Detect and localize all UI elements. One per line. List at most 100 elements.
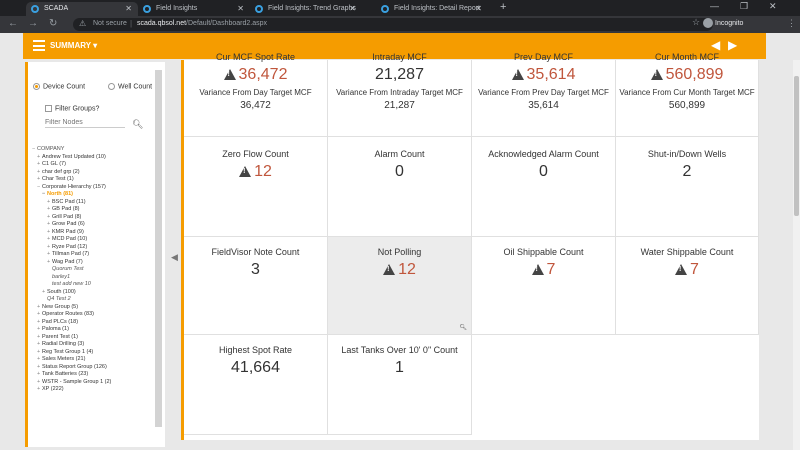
close-icon[interactable]: ✕ — [349, 4, 356, 13]
tile-last-tanks[interactable]: Last Tanks Over 10' 0" Count 1 — [328, 335, 472, 435]
expand-icon[interactable]: + — [37, 356, 41, 362]
bookmark-star-icon[interactable]: ☆ — [692, 17, 701, 27]
warning-icon[interactable]: ⚠ — [79, 19, 87, 28]
tab-trend-graphs[interactable]: Field Insights: Trend Graphs ✕ — [250, 2, 362, 16]
tree-node[interactable]: + KMR Pad (9) — [32, 229, 162, 237]
tile-shut-in[interactable]: Shut-in/Down Wells 2 — [616, 137, 759, 237]
tab-field-insights[interactable]: Field Insights ✕ — [138, 2, 250, 16]
back-icon[interactable]: ← — [8, 18, 18, 29]
hamburger-menu-icon[interactable] — [33, 40, 45, 51]
tree-node[interactable]: − COMPANY — [32, 146, 162, 154]
tile-highest-spot-rate[interactable]: Highest Spot Rate 41,664 — [184, 335, 328, 435]
expand-icon[interactable]: + — [37, 371, 41, 377]
tree-node[interactable]: + Grill Pad (8) — [32, 214, 162, 222]
expand-icon[interactable]: + — [47, 198, 51, 205]
tree-node[interactable]: + GB Pad (8) — [32, 206, 162, 214]
magnify-icon[interactable]: 🔍︎ — [459, 325, 467, 331]
tree-node[interactable]: + Radial Drilling (3) — [32, 341, 162, 349]
tree-node[interactable]: + Reg Test Group 1 (4) — [32, 349, 162, 357]
tile-cur-spot-rate[interactable]: Cur MCF Spot Rate 36,472 Variance From D… — [184, 52, 328, 137]
tree-node[interactable]: + char def grp (2) — [32, 169, 162, 177]
expand-icon[interactable]: + — [37, 303, 41, 310]
expand-icon[interactable]: + — [47, 243, 51, 250]
tree-node[interactable]: test add new 10 — [32, 281, 162, 289]
minimize-icon[interactable]: — — [710, 1, 719, 11]
tree-node[interactable]: + Ryze Pad (12) — [32, 244, 162, 252]
tree-node[interactable]: + Sales Meters (21) — [32, 356, 162, 364]
expand-icon[interactable]: + — [47, 236, 51, 242]
expand-icon[interactable]: + — [37, 326, 41, 332]
tile-cur-month[interactable]: Cur Month MCF 560,899 Variance From Cur … — [616, 52, 759, 137]
sidebar-scrollbar[interactable] — [155, 70, 162, 427]
expand-icon[interactable]: + — [47, 228, 51, 235]
tree-node[interactable]: + South (100) — [32, 289, 162, 297]
tree-node[interactable]: Q4 Test 2 — [32, 296, 162, 304]
expand-icon[interactable]: + — [37, 311, 41, 317]
close-icon[interactable]: ✕ — [475, 4, 482, 13]
tree-node[interactable]: + Pad PLCs (18) — [32, 319, 162, 327]
device-count-radio[interactable]: Device Count — [33, 83, 85, 90]
tree-node[interactable]: + Tillman Pad (7) — [32, 251, 162, 259]
tree-node[interactable]: + C1 GL (7) — [32, 161, 162, 169]
collapse-sidebar-icon[interactable]: ◀ — [171, 252, 178, 262]
collapse-icon[interactable]: − — [42, 191, 46, 197]
tile-zero-flow[interactable]: Zero Flow Count 12 — [184, 137, 328, 237]
tree-node[interactable]: + New Group (5) — [32, 304, 162, 312]
tab-detail-report[interactable]: Field Insights: Detail Report ✕ — [376, 2, 488, 16]
tree-node[interactable]: − North (81) — [32, 191, 162, 199]
collapse-icon[interactable]: − — [32, 146, 36, 152]
tile-water-shippable[interactable]: Water Shippable Count 7 — [616, 237, 759, 335]
tree-node[interactable]: + Tank Batteries (23) — [32, 371, 162, 379]
tree-node[interactable]: barley1 — [32, 274, 162, 282]
tree-node[interactable]: + XP (222) — [32, 386, 162, 394]
url-field[interactable]: ⚠ Not secure | scada.qbsol.net/Default/D… — [73, 18, 713, 31]
tree-node[interactable]: + Grow Pad (6) — [32, 221, 162, 229]
tile-oil-shippable[interactable]: Oil Shippable Count 7 — [472, 237, 616, 335]
expand-icon[interactable]: + — [47, 221, 51, 227]
more-menu-icon[interactable]: ⋮ — [787, 18, 796, 28]
expand-icon[interactable]: + — [37, 168, 41, 175]
well-count-radio[interactable]: Well Count — [108, 83, 152, 90]
expand-icon[interactable]: + — [37, 386, 41, 392]
collapse-icon[interactable]: − — [37, 183, 41, 190]
expand-icon[interactable]: + — [37, 161, 41, 167]
tree-node[interactable]: Quorum Test — [32, 266, 162, 274]
tile-intraday[interactable]: Intraday MCF 21,287 Variance From Intrad… — [328, 52, 472, 137]
expand-icon[interactable]: + — [37, 341, 41, 347]
filter-nodes-input[interactable] — [45, 117, 125, 128]
expand-icon[interactable]: + — [47, 206, 51, 212]
forward-icon[interactable]: → — [28, 18, 38, 29]
close-icon[interactable]: ✕ — [237, 4, 244, 13]
expand-icon[interactable]: + — [37, 333, 41, 340]
restore-icon[interactable]: ❐ — [740, 1, 749, 11]
expand-icon[interactable]: + — [37, 348, 41, 355]
page-scrollbar-thumb[interactable] — [794, 76, 799, 216]
tree-node[interactable]: − Corporate Hierarchy (157) — [32, 184, 162, 192]
expand-icon[interactable]: + — [37, 363, 41, 370]
tree-node[interactable]: + Status Report Group (126) — [32, 364, 162, 372]
tile-alarm[interactable]: Alarm Count 0 — [328, 137, 472, 237]
tab-scada[interactable]: SCADA ✕ — [26, 2, 138, 16]
expand-icon[interactable]: + — [47, 258, 51, 265]
tile-fieldvisor-notes[interactable]: FieldVisor Note Count 3 — [184, 237, 328, 335]
tree-node[interactable]: + Char Test (1) — [32, 176, 162, 184]
tree-node[interactable]: + Parent Test (1) — [32, 334, 162, 342]
filter-groups-checkbox[interactable]: Filter Groups? — [45, 105, 99, 112]
tree-node[interactable]: + Wag Pad (7) — [32, 259, 162, 267]
expand-icon[interactable]: + — [37, 176, 41, 182]
search-icon[interactable]: 🔍︎ — [132, 119, 144, 129]
expand-icon[interactable]: + — [37, 153, 41, 160]
previous-arrow-icon[interactable]: ◀ — [711, 38, 721, 52]
tree-node[interactable]: + MCD Pad (10) — [32, 236, 162, 244]
page-scrollbar[interactable] — [793, 60, 800, 450]
tile-not-polling[interactable]: Not Polling 12 🔍︎ — [328, 237, 472, 335]
tile-ack-alarm[interactable]: Acknowledged Alarm Count 0 — [472, 137, 616, 237]
close-icon[interactable]: ✕ — [125, 4, 132, 13]
tree-node[interactable]: + Andrew Test Updated (10) — [32, 154, 162, 162]
expand-icon[interactable]: + — [47, 251, 51, 257]
expand-icon[interactable]: + — [37, 378, 41, 385]
expand-icon[interactable]: + — [47, 213, 51, 220]
tree-node[interactable]: + WSTR - Sample Group 1 (2) — [32, 379, 162, 387]
tree-node[interactable]: + Paloma (1) — [32, 326, 162, 334]
tree-node[interactable]: + BSC Pad (11) — [32, 199, 162, 207]
